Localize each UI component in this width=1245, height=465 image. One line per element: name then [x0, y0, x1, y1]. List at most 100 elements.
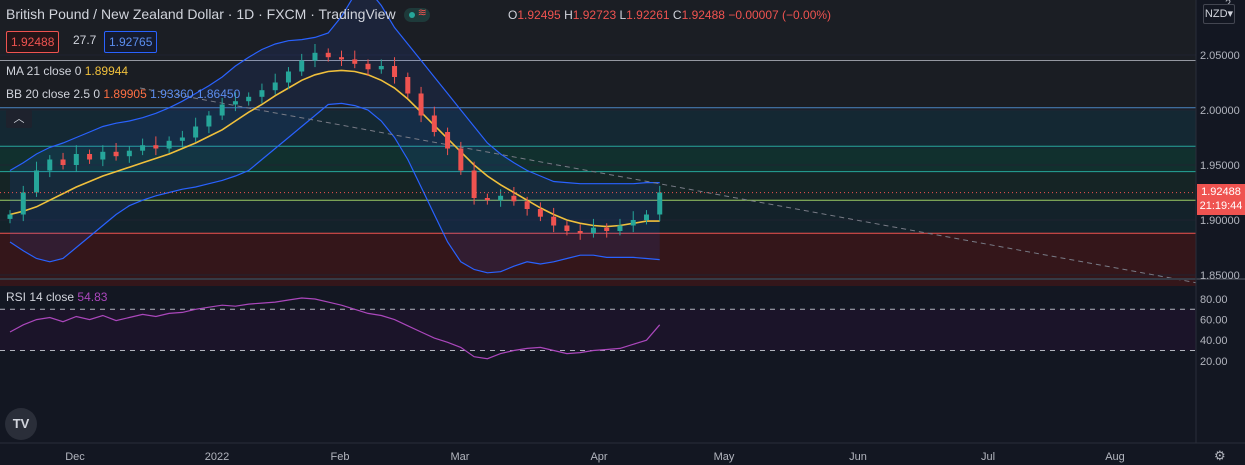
time-tick-label: Jul — [981, 451, 995, 463]
bb-fill — [10, 0, 660, 273]
buy-button[interactable]: 1.92765 — [104, 31, 158, 53]
ma-legend[interactable]: MA 21 close 0 1.89944 — [6, 64, 128, 78]
candle-body — [272, 82, 278, 91]
rsi-line — [9, 297, 661, 360]
bb-label: BB 20 close 2.5 0 — [6, 87, 101, 101]
chart-title: British Pound / New Zealand Dollar · 1D … — [6, 6, 436, 23]
ma21-path — [9, 69, 660, 228]
candle-body — [537, 209, 543, 217]
open-value: 1.92495 — [517, 8, 561, 22]
candle-body — [617, 225, 623, 231]
level-band-6 — [0, 233, 1196, 286]
rsi-tick-label: 40.00 — [1200, 335, 1228, 347]
candle-body — [113, 151, 119, 157]
time-tick-label: 2022 — [205, 451, 229, 463]
level-band-3 — [0, 148, 1196, 172]
candle-body — [179, 137, 185, 141]
time-tick-label: Dec — [65, 451, 85, 463]
candle-body — [299, 60, 305, 72]
candle-body — [166, 140, 172, 149]
candle-body — [498, 195, 504, 201]
bar-countdown: 21:19:44 — [1199, 200, 1243, 212]
high-value: 1.92723 — [572, 8, 617, 22]
trendline[interactable] — [139, 87, 1197, 284]
candle-body — [246, 96, 252, 102]
ohlc-legend: O1.92495 H1.92723 L1.92261 C1.92488 −0.0… — [508, 8, 831, 22]
rsi-legend[interactable]: RSI 14 close 54.83 — [6, 290, 107, 304]
rsi-path — [9, 297, 661, 360]
candle-body — [577, 231, 583, 234]
gear-icon[interactable]: ⚙ — [1214, 448, 1226, 463]
chevron-up-icon[interactable]: ︿ — [6, 110, 32, 128]
rsi-label: RSI 14 close — [6, 290, 75, 304]
candle-body — [206, 115, 212, 127]
time-tick-label: Apr — [590, 451, 607, 463]
candle-body — [564, 225, 570, 231]
candle-body — [285, 71, 291, 83]
bb-legend[interactable]: BB 20 close 2.5 0 1.89905 1.93360 1.8645… — [6, 87, 240, 101]
rsi-value: 54.83 — [77, 290, 108, 304]
bb-basis-value: 1.89905 — [103, 87, 147, 101]
candle-body — [471, 170, 477, 198]
ma-label: MA 21 close 0 — [6, 64, 82, 78]
open-label: O — [508, 8, 518, 22]
bb-upper-value: 1.93360 — [150, 87, 194, 101]
candle-body — [126, 150, 132, 157]
price-tick-label: 2.05000 — [1200, 50, 1240, 62]
candle-body — [657, 192, 663, 215]
candle-body — [34, 170, 40, 193]
candle-body — [219, 104, 225, 116]
rsi-band — [0, 309, 1196, 351]
bollinger-bands — [9, 0, 660, 274]
candle-body — [87, 154, 93, 160]
price-tick-label: 2.00000 — [1200, 105, 1240, 117]
candle-body — [392, 66, 398, 77]
close-label: C — [672, 8, 682, 22]
currency-select[interactable]: NZD▾ — [1203, 4, 1235, 24]
main-pane-grid — [0, 54, 1196, 276]
low-label: L — [619, 8, 627, 22]
candle-body — [378, 66, 384, 70]
candle-body — [630, 220, 636, 226]
bb-upper-line — [9, 0, 660, 185]
candlesticks — [7, 44, 663, 240]
level-band-5 — [0, 200, 1196, 234]
price-tick-label: 1.85000 — [1200, 270, 1240, 282]
candle-body — [352, 59, 358, 64]
market-status-icon — [403, 6, 430, 23]
candle-body — [153, 145, 159, 149]
close-value: 1.92488 — [681, 8, 725, 22]
candle-body — [604, 227, 610, 231]
time-tick-label: Feb — [331, 451, 350, 463]
rsi-pane-background — [0, 278, 1245, 351]
candle-body — [20, 192, 26, 215]
tradingview-logo-icon[interactable]: TV — [5, 408, 37, 440]
time-tick-label: May — [714, 451, 735, 463]
candle-body — [100, 151, 106, 160]
currency-label: NZD — [1204, 8, 1228, 20]
logo-text: TV — [12, 416, 30, 431]
candle-body — [590, 227, 596, 234]
candle-body — [458, 148, 464, 171]
dashed-trendline — [139, 87, 1197, 284]
rsi-tick-label: 20.00 — [1200, 356, 1228, 368]
ma-value: 1.89944 — [84, 64, 129, 78]
candle-body — [551, 216, 557, 226]
sell-button[interactable]: 1.92488 — [6, 31, 60, 53]
bb-lower-value: 1.86450 — [196, 87, 241, 101]
candle-body — [511, 195, 517, 202]
horizontal-level-lines — [0, 60, 1196, 234]
candle-body — [7, 214, 13, 219]
time-tick-label: Aug — [1105, 451, 1125, 463]
candle-body — [418, 93, 424, 116]
candle-body — [445, 132, 451, 149]
price-tick-label: 1.95000 — [1200, 160, 1240, 172]
ma21-line — [9, 69, 660, 228]
symbol-title: British Pound / New Zealand Dollar · 1D … — [6, 6, 396, 22]
candle-body — [643, 214, 649, 220]
candle-body — [325, 52, 331, 58]
rsi-tick-label: 80.00 — [1200, 294, 1228, 306]
candle-body — [60, 159, 66, 165]
bb-lower-line — [9, 102, 660, 274]
